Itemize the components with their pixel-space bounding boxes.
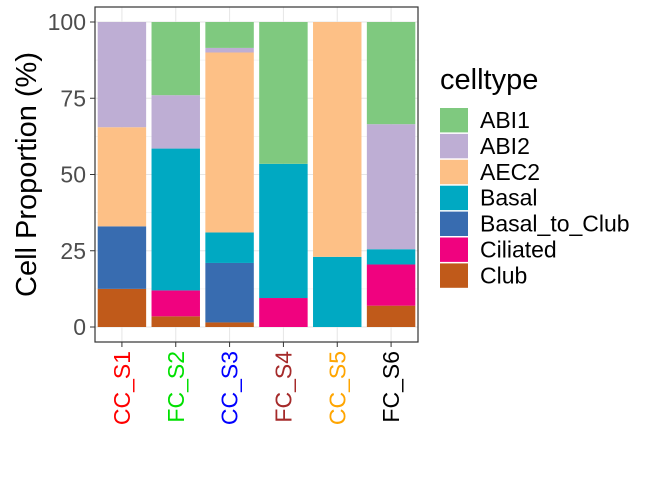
legend-label-basal: Basal (480, 185, 538, 211)
bar-segment-abi2-cc_s1 (97, 22, 147, 128)
bar-segment-basal-fc_s4 (259, 163, 308, 299)
legend-label-basal_to_club: Basal_to_Club (480, 211, 630, 237)
bar-segment-club-fc_s6 (366, 305, 416, 327)
x-tick-label: CC_S1 (109, 351, 135, 425)
bar-segment-abi2-cc_s3 (205, 47, 254, 53)
y-axis-title: Cell Proportion (%) (11, 52, 43, 297)
bar-segment-ciliated-fc_s6 (366, 264, 416, 306)
bar-segment-abi2-fc_s2 (151, 95, 200, 149)
legend-key-basal (440, 185, 468, 211)
bar-segment-basal-fc_s2 (151, 148, 200, 291)
bar-segment-aec2-cc_s3 (205, 52, 254, 233)
x-tick-label: CC_S5 (324, 351, 350, 425)
y-tick-label: 0 (73, 314, 86, 340)
legend-label-abi1: ABI1 (480, 107, 530, 133)
y-tick-label: 25 (60, 238, 86, 264)
x-tick-label: FC_S2 (163, 351, 189, 423)
bar-segment-abi1-fc_s2 (151, 22, 200, 96)
bar-segment-basal-fc_s6 (366, 249, 416, 265)
x-tick-label: FC_S4 (270, 351, 296, 423)
legend-key-ciliated (440, 237, 468, 262)
legend-key-abi1 (440, 108, 468, 133)
legend-key-aec2 (440, 159, 468, 185)
y-tick-label: 50 (60, 162, 86, 188)
bar-segment-abi1-fc_s4 (259, 22, 308, 164)
bar-segment-basal_to_club-cc_s3 (205, 262, 254, 323)
legend-key-basal_to_club (440, 211, 468, 236)
x-tick-label: CC_S3 (217, 351, 243, 425)
bar-segment-club-fc_s2 (151, 316, 200, 327)
bar-segment-basal-cc_s3 (205, 232, 254, 263)
y-tick-label: 100 (48, 9, 86, 35)
bar-segment-ciliated-fc_s2 (151, 290, 200, 317)
y-tick-label: 75 (60, 85, 86, 111)
bar-segment-abi2-fc_s6 (366, 124, 416, 250)
bar-segment-abi1-fc_s6 (366, 22, 416, 125)
x-tick-label: FC_S6 (378, 351, 404, 423)
legend-label-ciliated: Ciliated (480, 237, 557, 263)
bar-segment-basal-cc_s5 (313, 256, 362, 327)
legend-label-abi2: ABI2 (480, 133, 530, 159)
bar-segment-club-cc_s3 (205, 322, 254, 327)
bar-segment-aec2-cc_s1 (97, 127, 147, 227)
legend-label-club: Club (480, 262, 527, 288)
bar-segment-ciliated-fc_s4 (259, 298, 308, 327)
legend-key-club (440, 263, 468, 288)
bar-segment-aec2-cc_s5 (313, 22, 362, 257)
bar-segment-club-cc_s1 (97, 288, 147, 327)
legend-key-abi2 (440, 133, 468, 159)
legend-label-aec2: AEC2 (480, 159, 540, 185)
legend-title: celltype (440, 64, 538, 96)
bar-segment-abi1-cc_s3 (205, 22, 254, 48)
bar-segment-basal_to_club-cc_s1 (97, 226, 147, 289)
